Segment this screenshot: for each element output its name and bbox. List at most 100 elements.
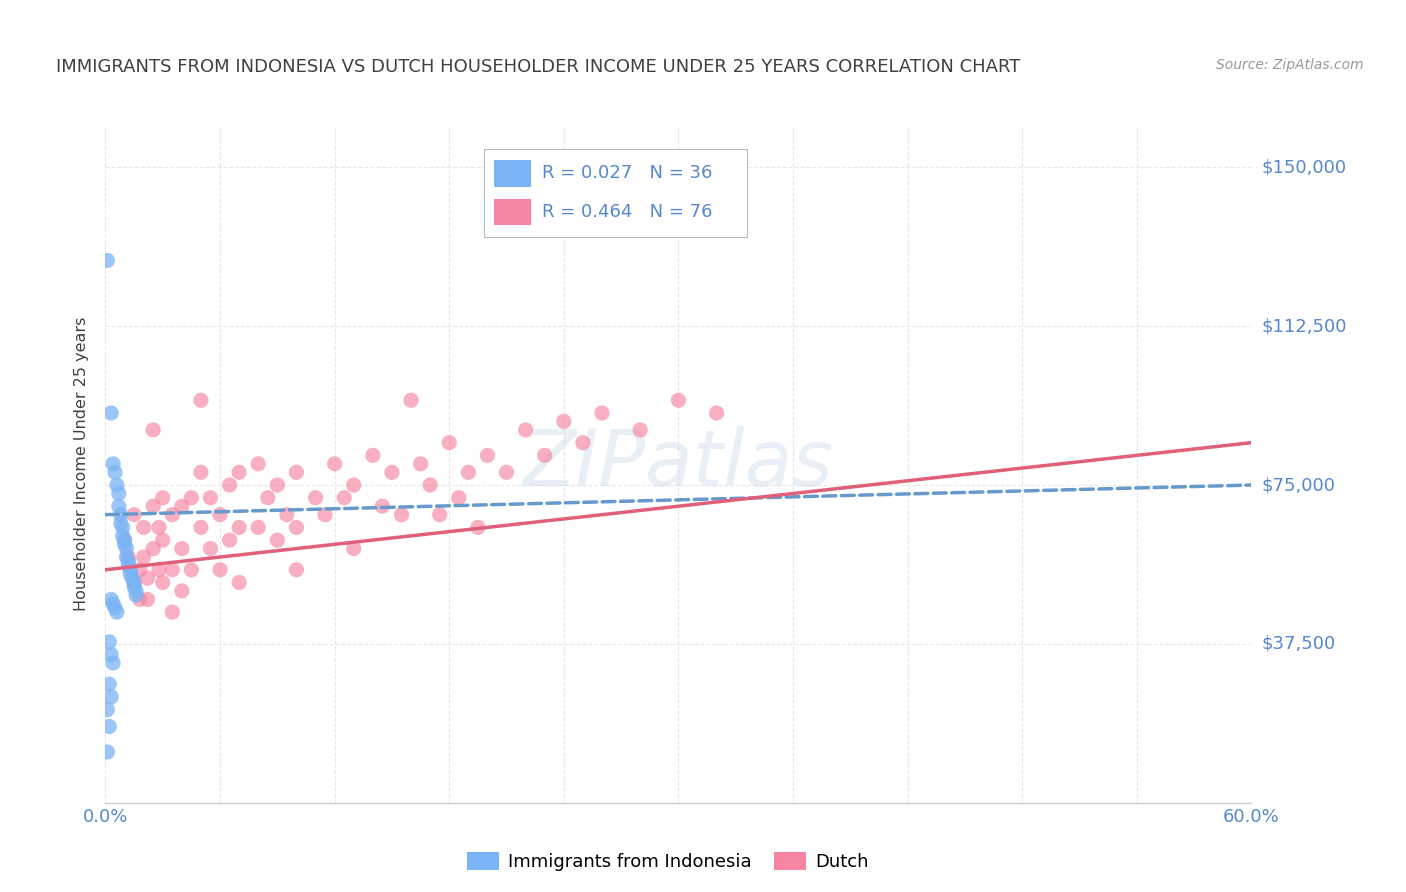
- Point: [170, 583, 193, 598]
- Point: [218, 478, 240, 492]
- Point: [122, 580, 145, 594]
- Point: [409, 457, 432, 471]
- Point: [128, 563, 150, 577]
- Text: $150,000: $150,000: [1261, 158, 1347, 177]
- Point: [361, 448, 384, 462]
- Point: [100, 592, 122, 607]
- Point: [110, 516, 132, 530]
- Point: [553, 414, 575, 428]
- Point: [122, 575, 145, 590]
- Point: [136, 592, 159, 607]
- Point: [314, 508, 336, 522]
- Text: $112,500: $112,500: [1261, 318, 1347, 335]
- Point: [117, 558, 139, 573]
- Point: [218, 533, 240, 547]
- Point: [208, 563, 231, 577]
- Text: $75,000: $75,000: [1261, 476, 1336, 494]
- Point: [162, 605, 184, 619]
- Point: [125, 588, 148, 602]
- Point: [96, 745, 118, 759]
- Point: [98, 677, 121, 691]
- Point: [101, 597, 124, 611]
- Point: [208, 508, 231, 522]
- Point: [256, 491, 278, 505]
- Point: [162, 563, 184, 577]
- Point: [136, 571, 159, 585]
- Point: [96, 253, 118, 268]
- Point: [122, 508, 145, 522]
- Bar: [494, 160, 531, 186]
- Point: [100, 648, 122, 662]
- Point: [101, 457, 124, 471]
- Point: [457, 466, 479, 480]
- Point: [180, 563, 202, 577]
- Point: [98, 719, 121, 733]
- Point: [121, 571, 143, 585]
- Point: [247, 457, 270, 471]
- Point: [100, 406, 122, 420]
- Point: [276, 508, 298, 522]
- Point: [122, 575, 145, 590]
- Point: [285, 563, 308, 577]
- Point: [120, 567, 142, 582]
- Point: [162, 508, 184, 522]
- Point: [399, 393, 422, 408]
- Point: [117, 554, 139, 568]
- Point: [142, 423, 165, 437]
- Y-axis label: Householder Income Under 25 years: Householder Income Under 25 years: [75, 317, 90, 611]
- Point: [101, 656, 124, 670]
- Point: [190, 393, 212, 408]
- Text: Source: ZipAtlas.com: Source: ZipAtlas.com: [1216, 58, 1364, 72]
- Point: [115, 549, 138, 565]
- Point: [228, 520, 250, 534]
- Point: [467, 520, 489, 534]
- Point: [111, 529, 134, 543]
- Point: [419, 478, 441, 492]
- Text: R = 0.464   N = 76: R = 0.464 N = 76: [541, 203, 711, 221]
- Point: [304, 491, 326, 505]
- Point: [152, 533, 174, 547]
- Point: [111, 520, 134, 534]
- Point: [247, 520, 270, 534]
- Point: [323, 457, 346, 471]
- Point: [98, 635, 121, 649]
- Point: [152, 491, 174, 505]
- Point: [190, 520, 212, 534]
- Point: [200, 491, 222, 505]
- Point: [343, 478, 366, 492]
- Point: [117, 549, 139, 565]
- Point: [285, 520, 308, 534]
- Point: [105, 605, 128, 619]
- Point: [114, 533, 136, 547]
- Point: [148, 563, 170, 577]
- Point: [105, 478, 128, 492]
- Point: [152, 575, 174, 590]
- Point: [114, 533, 136, 547]
- Point: [120, 563, 142, 577]
- Point: [266, 478, 288, 492]
- Point: [706, 406, 728, 420]
- Point: [114, 537, 136, 551]
- Point: [108, 500, 131, 514]
- Bar: [494, 199, 531, 226]
- Point: [572, 435, 595, 450]
- Point: [591, 406, 613, 420]
- Point: [515, 423, 537, 437]
- Point: [96, 703, 118, 717]
- Point: [228, 575, 250, 590]
- Point: [142, 541, 165, 556]
- Point: [180, 491, 202, 505]
- Point: [100, 690, 122, 704]
- Point: [170, 541, 193, 556]
- Point: [266, 533, 288, 547]
- Point: [371, 500, 394, 514]
- Legend: Immigrants from Indonesia, Dutch: Immigrants from Indonesia, Dutch: [460, 846, 876, 879]
- Point: [104, 601, 127, 615]
- Point: [104, 466, 127, 480]
- Point: [533, 448, 555, 462]
- Point: [200, 541, 222, 556]
- Point: [148, 520, 170, 534]
- Point: [190, 466, 212, 480]
- Point: [447, 491, 470, 505]
- Text: IMMIGRANTS FROM INDONESIA VS DUTCH HOUSEHOLDER INCOME UNDER 25 YEARS CORRELATION: IMMIGRANTS FROM INDONESIA VS DUTCH HOUSE…: [56, 58, 1021, 76]
